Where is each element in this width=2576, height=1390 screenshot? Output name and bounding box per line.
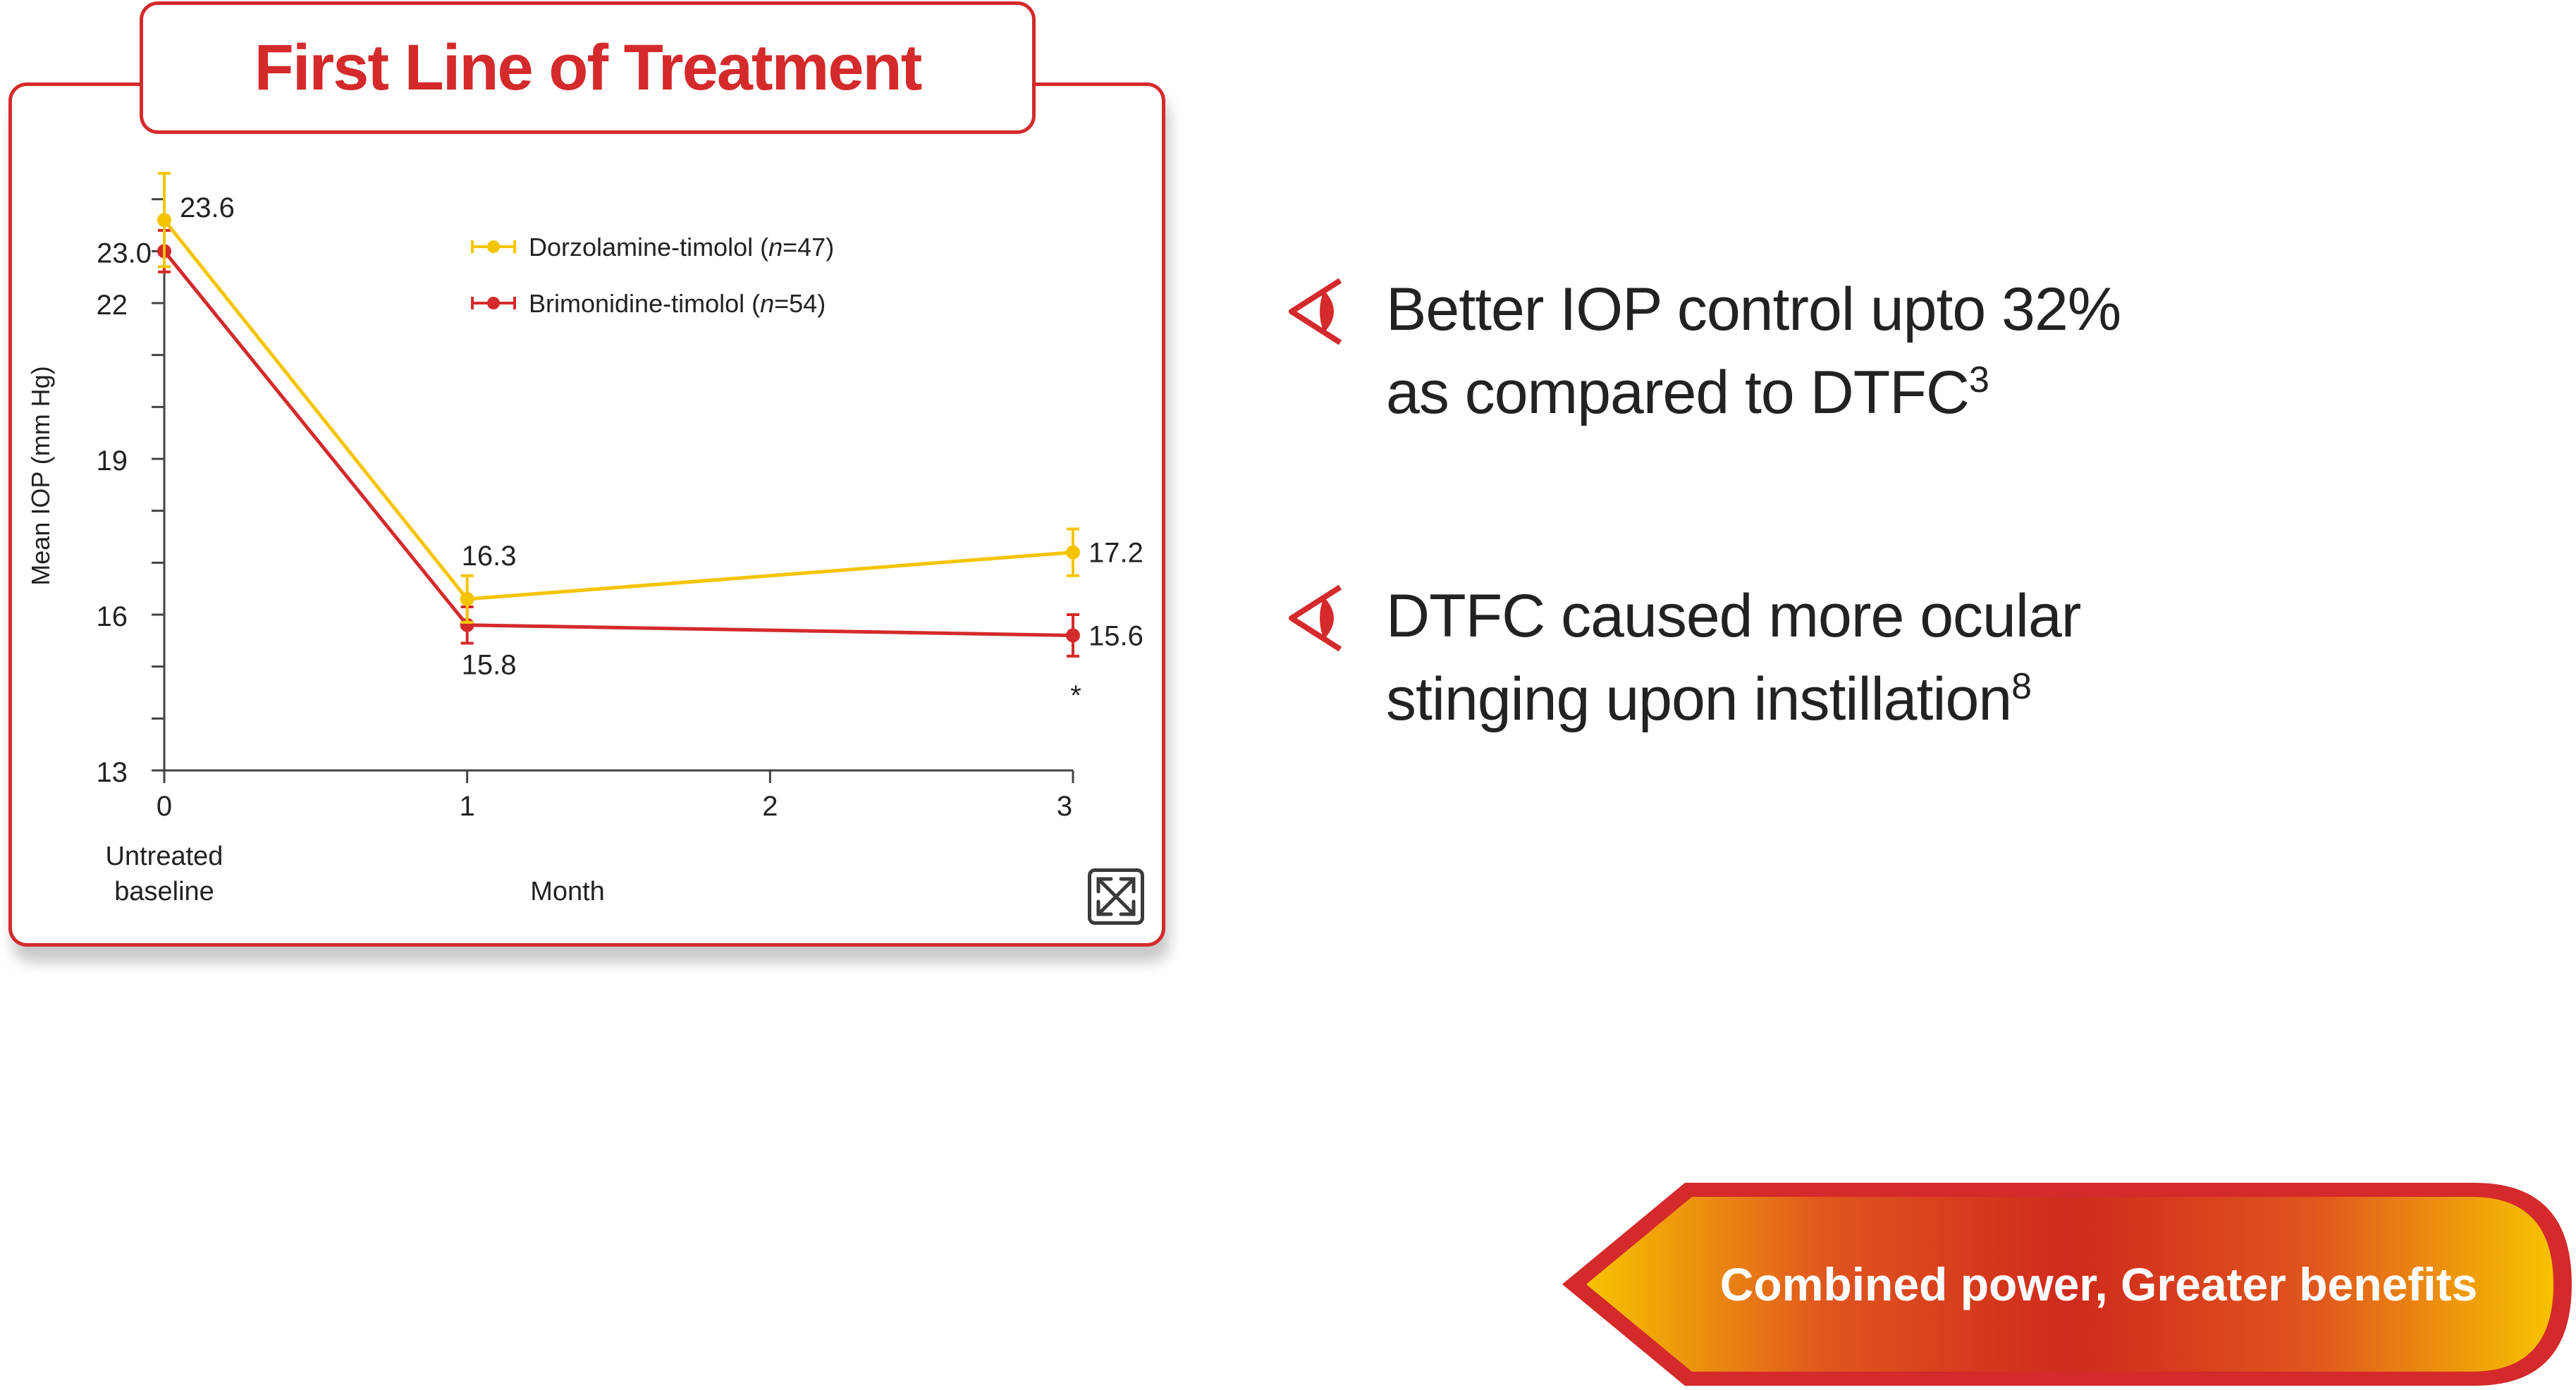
data-point bbox=[460, 591, 474, 606]
series-line-0 bbox=[163, 219, 1074, 601]
bullet-text-2: DTFC caused more ocular stinging upon in… bbox=[1386, 574, 2081, 741]
expand-button[interactable] bbox=[1088, 868, 1144, 925]
bullet-stinging: DTFC caused more ocular stinging upon in… bbox=[1287, 574, 2081, 741]
iop-line-chart: 13 16 19 22 0 1 2 3 Untreated baseline Month Mean I… bbox=[26, 171, 1143, 906]
data-label: 16.3 bbox=[462, 541, 517, 572]
expand-icon bbox=[1096, 877, 1136, 916]
x-sublabel-line-1: Untreated bbox=[106, 842, 223, 871]
y-axis-label: Mean IOP (mm Hg) bbox=[26, 366, 55, 585]
x-axis-label: Month bbox=[530, 877, 605, 906]
cta-label[interactable]: Combined power, Greater benefits bbox=[1719, 1258, 2478, 1310]
legend-marker bbox=[487, 297, 500, 309]
bullet-2-line-2: stinging upon instillation bbox=[1386, 665, 2012, 733]
significance-marker: * bbox=[1070, 680, 1081, 711]
data-label: 15.6 bbox=[1088, 620, 1143, 651]
x-sublabel-line-2: baseline bbox=[114, 877, 214, 906]
eye-icon bbox=[1289, 278, 1342, 345]
x-tick-label: 0 bbox=[157, 791, 172, 822]
bullet-2-line-1: DTFC caused more ocular bbox=[1386, 582, 2081, 650]
x-tick-label: 2 bbox=[762, 791, 778, 822]
panel-title: First Line of Treatment bbox=[254, 31, 923, 104]
chart-card bbox=[8, 82, 1165, 947]
bullet-text-1: Better IOP control upto 32% as compared … bbox=[1386, 268, 2121, 434]
data-point bbox=[157, 213, 171, 228]
data-label: 23.6 bbox=[180, 192, 235, 223]
data-label: 23.0 bbox=[97, 238, 152, 269]
bullet-1-line-2: as compared to DTFC bbox=[1386, 359, 1970, 426]
y-tick-label: 16 bbox=[97, 601, 128, 632]
x-tick-label: 1 bbox=[460, 791, 475, 822]
y-tick-label: 22 bbox=[97, 290, 128, 321]
legend-entry-0: Dorzolamine-timolol (n=47) bbox=[529, 233, 834, 262]
data-point bbox=[1066, 545, 1080, 560]
cta-banner[interactable] bbox=[1558, 1179, 2576, 1390]
legend-entry-1: Brimonidine-timolol (n=54) bbox=[529, 289, 826, 318]
eye-icon bbox=[1289, 584, 1342, 652]
x-tick-label: 3 bbox=[1057, 791, 1072, 822]
data-label: 15.8 bbox=[462, 650, 517, 681]
y-tick-label: 19 bbox=[97, 445, 128, 476]
bullet-1-line-1: Better IOP control upto 32% bbox=[1386, 276, 2121, 343]
data-label: 17.2 bbox=[1088, 538, 1143, 569]
bullet-2-ref: 8 bbox=[2011, 666, 2032, 707]
bullet-iop-control: Better IOP control upto 32% as compared … bbox=[1287, 268, 2121, 434]
legend-marker bbox=[487, 240, 500, 253]
data-point bbox=[1066, 628, 1080, 643]
y-tick-label: 13 bbox=[97, 757, 128, 788]
bullet-1-ref: 3 bbox=[1968, 359, 1989, 400]
title-tab: First Line of Treatment bbox=[140, 1, 1036, 134]
